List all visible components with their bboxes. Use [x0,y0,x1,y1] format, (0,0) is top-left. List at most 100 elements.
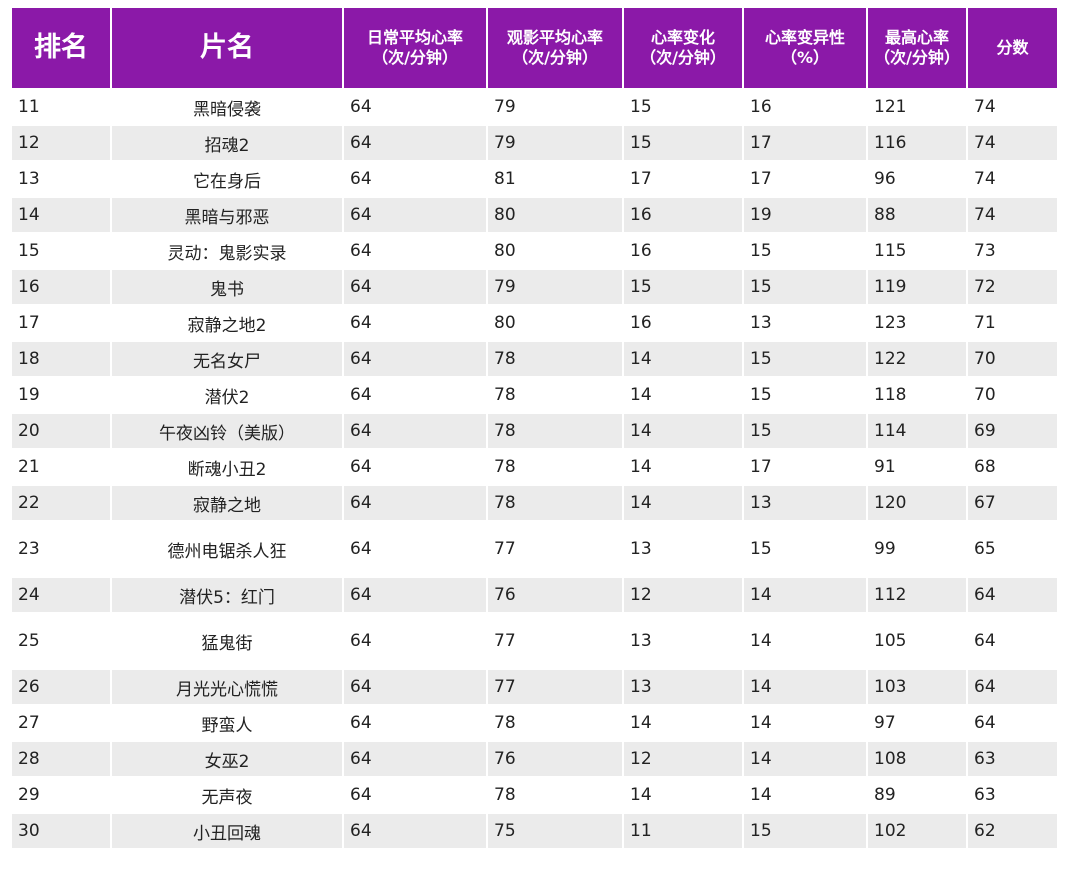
header-text: 最高心率 [884,28,949,47]
title-cell: 潜伏2 [204,387,250,408]
title-cell: 小丑回魂 [112,814,342,848]
number-cell: 15 [744,342,866,376]
title-cell: 黑暗与邪恶 [112,198,342,232]
number-cell: 64 [350,97,372,117]
number-cell: 13 [18,169,40,189]
number-cell: 64 [350,539,372,559]
number-cell: 21 [18,457,40,477]
number-cell: 18 [12,342,110,376]
number-cell: 14 [630,713,652,733]
number-cell: 17 [750,457,772,477]
number-cell: 28 [12,742,110,776]
table-row: 14 黑暗与邪恶 64 80 16 19 88 74 [12,198,1057,232]
number-cell: 30 [12,814,110,848]
number-cell: 13 [624,670,742,704]
title-cell: 灵动：鬼影实录 [167,243,287,264]
header-cell: 心率变异性 （%） [744,8,866,88]
number-cell: 102 [868,814,966,848]
table-row: 18 无名女尸 64 78 14 15 122 70 [12,342,1057,376]
number-cell: 17 [744,126,866,160]
number-cell: 99 [874,539,896,559]
header-cell: 片名 [112,8,342,88]
number-cell: 78 [488,486,622,520]
title-cell: 午夜凶铃（美版） [112,414,342,448]
number-cell: 105 [874,631,907,651]
number-cell: 64 [344,814,486,848]
table-row: 23 德州电锯杀人狂 64 77 13 15 99 65 [12,522,1057,576]
number-cell: 77 [494,539,516,559]
number-cell: 14 [744,742,866,776]
title-cell: 潜伏5：红门 [112,578,342,612]
number-cell: 74 [974,169,996,189]
table-row: 12 招魂2 64 79 15 17 116 74 [12,126,1057,160]
number-cell: 14 [624,342,742,376]
title-cell: 无名女尸 [112,342,342,376]
number-cell: 77 [488,670,622,704]
table-row: 21 断魂小丑2 64 78 14 17 91 68 [12,450,1057,484]
number-cell: 19 [744,198,866,232]
number-cell: 64 [350,631,372,651]
number-cell: 14 [624,414,742,448]
number-cell: 64 [350,169,372,189]
number-cell: 64 [344,414,486,448]
header-text: 观影平均心率 [506,28,603,47]
number-cell: 119 [868,270,966,304]
number-cell: 14 [624,486,742,520]
number-cell: 16 [624,198,742,232]
number-cell: 73 [974,241,996,261]
number-cell: 118 [874,385,907,405]
number-cell: 15 [744,270,866,304]
header-text: 日常平均心率 [366,28,463,47]
header-text: （%） [780,48,830,67]
number-cell: 80 [488,198,622,232]
number-cell: 81 [494,169,516,189]
number-cell: 64 [344,670,486,704]
number-cell: 16 [630,313,652,333]
number-cell: 122 [868,342,966,376]
number-cell: 15 [744,814,866,848]
number-cell: 108 [868,742,966,776]
table-row: 20 午夜凶铃（美版） 64 78 14 15 114 69 [12,414,1057,448]
number-cell: 64 [974,631,996,651]
number-cell: 11 [624,814,742,848]
number-cell: 77 [494,631,516,651]
number-cell: 13 [630,631,652,651]
number-cell: 62 [968,814,1057,848]
header-cell: 分数 [968,8,1057,88]
number-cell: 78 [494,385,516,405]
number-cell: 64 [974,713,996,733]
number-cell: 76 [488,742,622,776]
number-cell: 14 [630,457,652,477]
number-cell: 15 [18,241,40,261]
number-cell: 15 [624,126,742,160]
title-cell: 猛鬼街 [201,633,253,654]
table-row: 11 黑暗侵袭 64 79 15 16 121 74 [12,90,1057,124]
table-wrap: 排名 片名 日常平均心率 （次/分钟） 观影平均心率 （次/分钟） 心率变化 （次/分钟） 心率… [10,6,1059,850]
title-cell: 鬼书 [112,270,342,304]
number-cell: 64 [344,270,486,304]
title-cell: 月光光心慌慌 [112,670,342,704]
number-cell: 78 [488,414,622,448]
number-cell: 70 [974,385,996,405]
number-cell: 15 [624,270,742,304]
number-cell: 64 [350,713,372,733]
number-cell: 64 [968,670,1057,704]
number-cell: 67 [968,486,1057,520]
number-cell: 13 [750,313,772,333]
number-cell: 79 [494,97,516,117]
number-cell: 78 [494,785,516,805]
number-cell: 64 [350,785,372,805]
number-cell: 12 [12,126,110,160]
number-cell: 65 [974,539,996,559]
number-cell: 64 [350,241,372,261]
title-cell: 它在身后 [193,171,261,192]
number-cell: 13 [630,539,652,559]
number-cell: 14 [744,578,866,612]
number-cell: 78 [488,342,622,376]
table-row: 17 寂静之地2 64 80 16 13 123 71 [12,306,1057,340]
number-cell: 14 [12,198,110,232]
header-cell: 排名 [12,8,110,88]
number-cell: 71 [974,313,996,333]
number-cell: 97 [874,713,896,733]
